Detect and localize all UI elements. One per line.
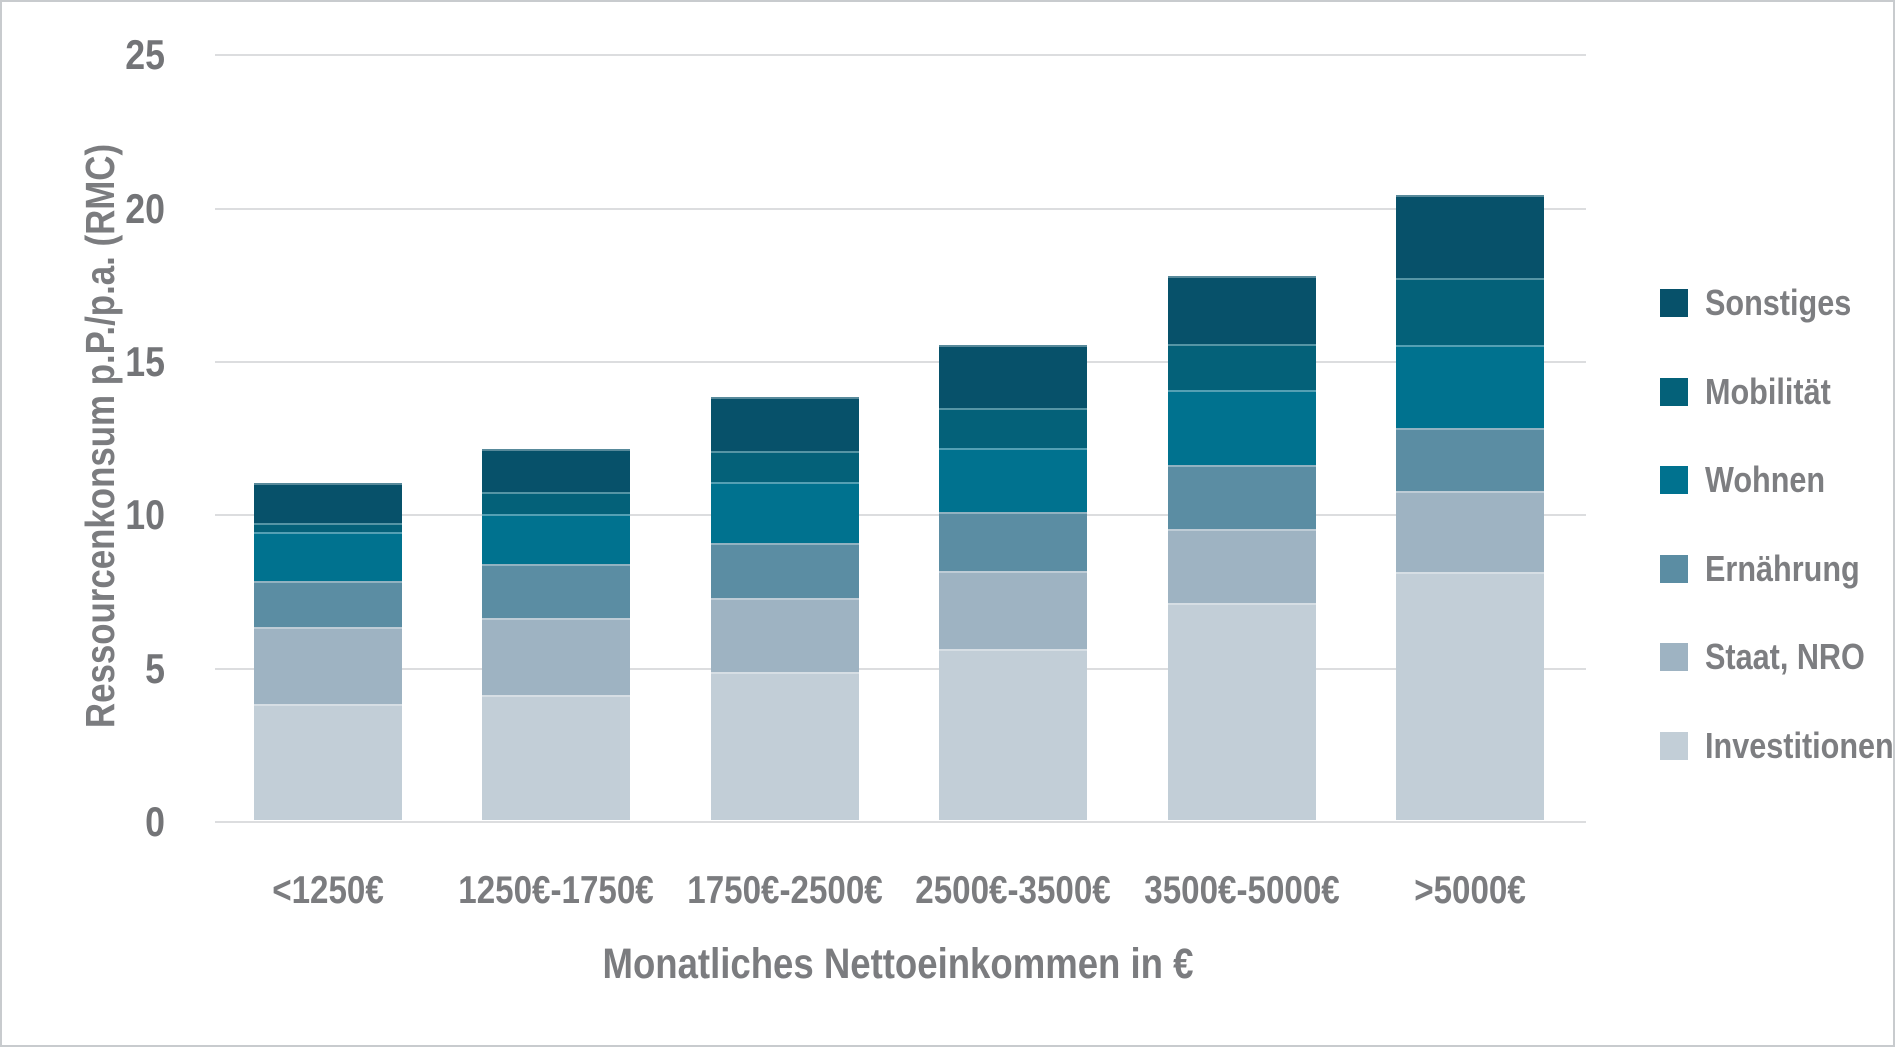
segment-wohnen: [939, 447, 1088, 513]
legend-item-wohnen: Wohnen: [1660, 462, 1846, 498]
bar-6: [1396, 194, 1544, 821]
segment-mobilitaet: [939, 407, 1088, 448]
segment-wohnen: [1396, 345, 1544, 428]
segment-staat-nro: [1167, 529, 1316, 603]
segment-staat-nro: [482, 618, 631, 695]
segment-ernaehrung: [939, 512, 1088, 571]
gridline-10: [215, 514, 1586, 517]
legend-item-investitionen: Investitionen: [1660, 728, 1895, 764]
legend-swatch-ernaehrung: [1660, 554, 1688, 583]
bar-5: [1167, 276, 1316, 821]
x-category-label-2: 1250€-1750€: [458, 869, 655, 912]
segment-investitionen: [482, 694, 631, 821]
bar-2: [482, 449, 631, 821]
y-axis-title: Ressourcenkonsum p.P./p.a. (RMC): [77, 143, 123, 729]
gridline-5: [215, 667, 1586, 670]
legend-swatch-mobilitaet: [1660, 377, 1688, 406]
x-category-label-3: 1750€-2500€: [687, 869, 883, 912]
bar-3: [710, 397, 859, 821]
segment-investitionen: [1396, 572, 1544, 821]
x-category-label-1: <1250€: [272, 869, 384, 912]
bar-1: [254, 483, 402, 821]
x-category-label-6: >5000€: [1414, 869, 1526, 912]
y-tick-label-25: 25: [125, 31, 165, 79]
segment-investitionen: [254, 703, 402, 821]
segment-staat-nro: [939, 570, 1088, 649]
gridline-15: [215, 360, 1586, 363]
x-axis-title: Monatliches Nettoeinkommen in €: [602, 940, 1194, 988]
legend-item-ernaehrung: Ernährung: [1660, 547, 1887, 589]
segment-staat-nro: [1396, 490, 1544, 573]
segment-ernaehrung: [1396, 427, 1544, 491]
y-tick-label-5: 5: [145, 644, 165, 692]
y-tick-label-0: 0: [145, 798, 165, 845]
legend-label-investitionen: Investitionen: [1705, 725, 1894, 766]
segment-mobilitaet: [1167, 343, 1316, 390]
legend-swatch-investitionen: [1660, 732, 1688, 760]
legend-label-staat-nro: Staat, NRO: [1705, 636, 1865, 678]
segment-sonstiges: [939, 345, 1088, 408]
legend-label-sonstiges: Sonstiges: [1705, 282, 1852, 323]
gridline-20: [215, 207, 1586, 210]
y-tick-label-20: 20: [125, 184, 165, 232]
segment-staat-nro: [710, 598, 859, 672]
legend-swatch-wohnen: [1660, 466, 1688, 495]
gridline-0: [215, 821, 1586, 823]
segment-mobilitaet: [1396, 277, 1544, 346]
x-category-label-4: 2500€-3500€: [915, 869, 1111, 912]
segment-sonstiges: [1167, 276, 1316, 344]
legend-item-staat-nro: Staat, NRO: [1660, 639, 1893, 675]
segment-wohnen: [254, 532, 402, 582]
legend-swatch-staat-nro: [1660, 643, 1688, 672]
legend-item-mobilitaet: Mobilität: [1660, 370, 1853, 412]
legend-swatch-sonstiges: [1660, 289, 1688, 317]
gridline-25: [215, 54, 1586, 57]
segment-investitionen: [939, 648, 1088, 821]
segment-ernaehrung: [710, 542, 859, 599]
y-tick-label-10: 10: [125, 491, 165, 539]
legend-item-sonstiges: Sonstiges: [1660, 285, 1877, 321]
segment-wohnen: [482, 513, 631, 565]
segment-sonstiges: [710, 397, 859, 451]
y-tick-label-15: 15: [125, 337, 165, 385]
bar-4: [939, 345, 1088, 821]
segment-mobilitaet: [254, 522, 402, 533]
segment-investitionen: [710, 671, 859, 821]
legend-label-wohnen: Wohnen: [1705, 459, 1826, 501]
segment-sonstiges: [1396, 194, 1544, 278]
segment-wohnen: [710, 481, 859, 543]
segment-sonstiges: [254, 483, 402, 523]
segment-ernaehrung: [482, 564, 631, 619]
segment-sonstiges: [482, 449, 631, 493]
legend-label-mobilitaet: Mobilität: [1705, 370, 1831, 412]
segment-mobilitaet: [482, 492, 631, 514]
segment-wohnen: [1167, 389, 1316, 465]
segment-ernaehrung: [254, 581, 402, 628]
segment-ernaehrung: [1167, 464, 1316, 530]
segment-staat-nro: [254, 627, 402, 704]
x-category-label-5: 3500€-5000€: [1143, 869, 1340, 912]
segment-investitionen: [1167, 602, 1316, 821]
segment-mobilitaet: [710, 450, 859, 482]
legend-label-ernaehrung: Ernährung: [1705, 547, 1860, 589]
